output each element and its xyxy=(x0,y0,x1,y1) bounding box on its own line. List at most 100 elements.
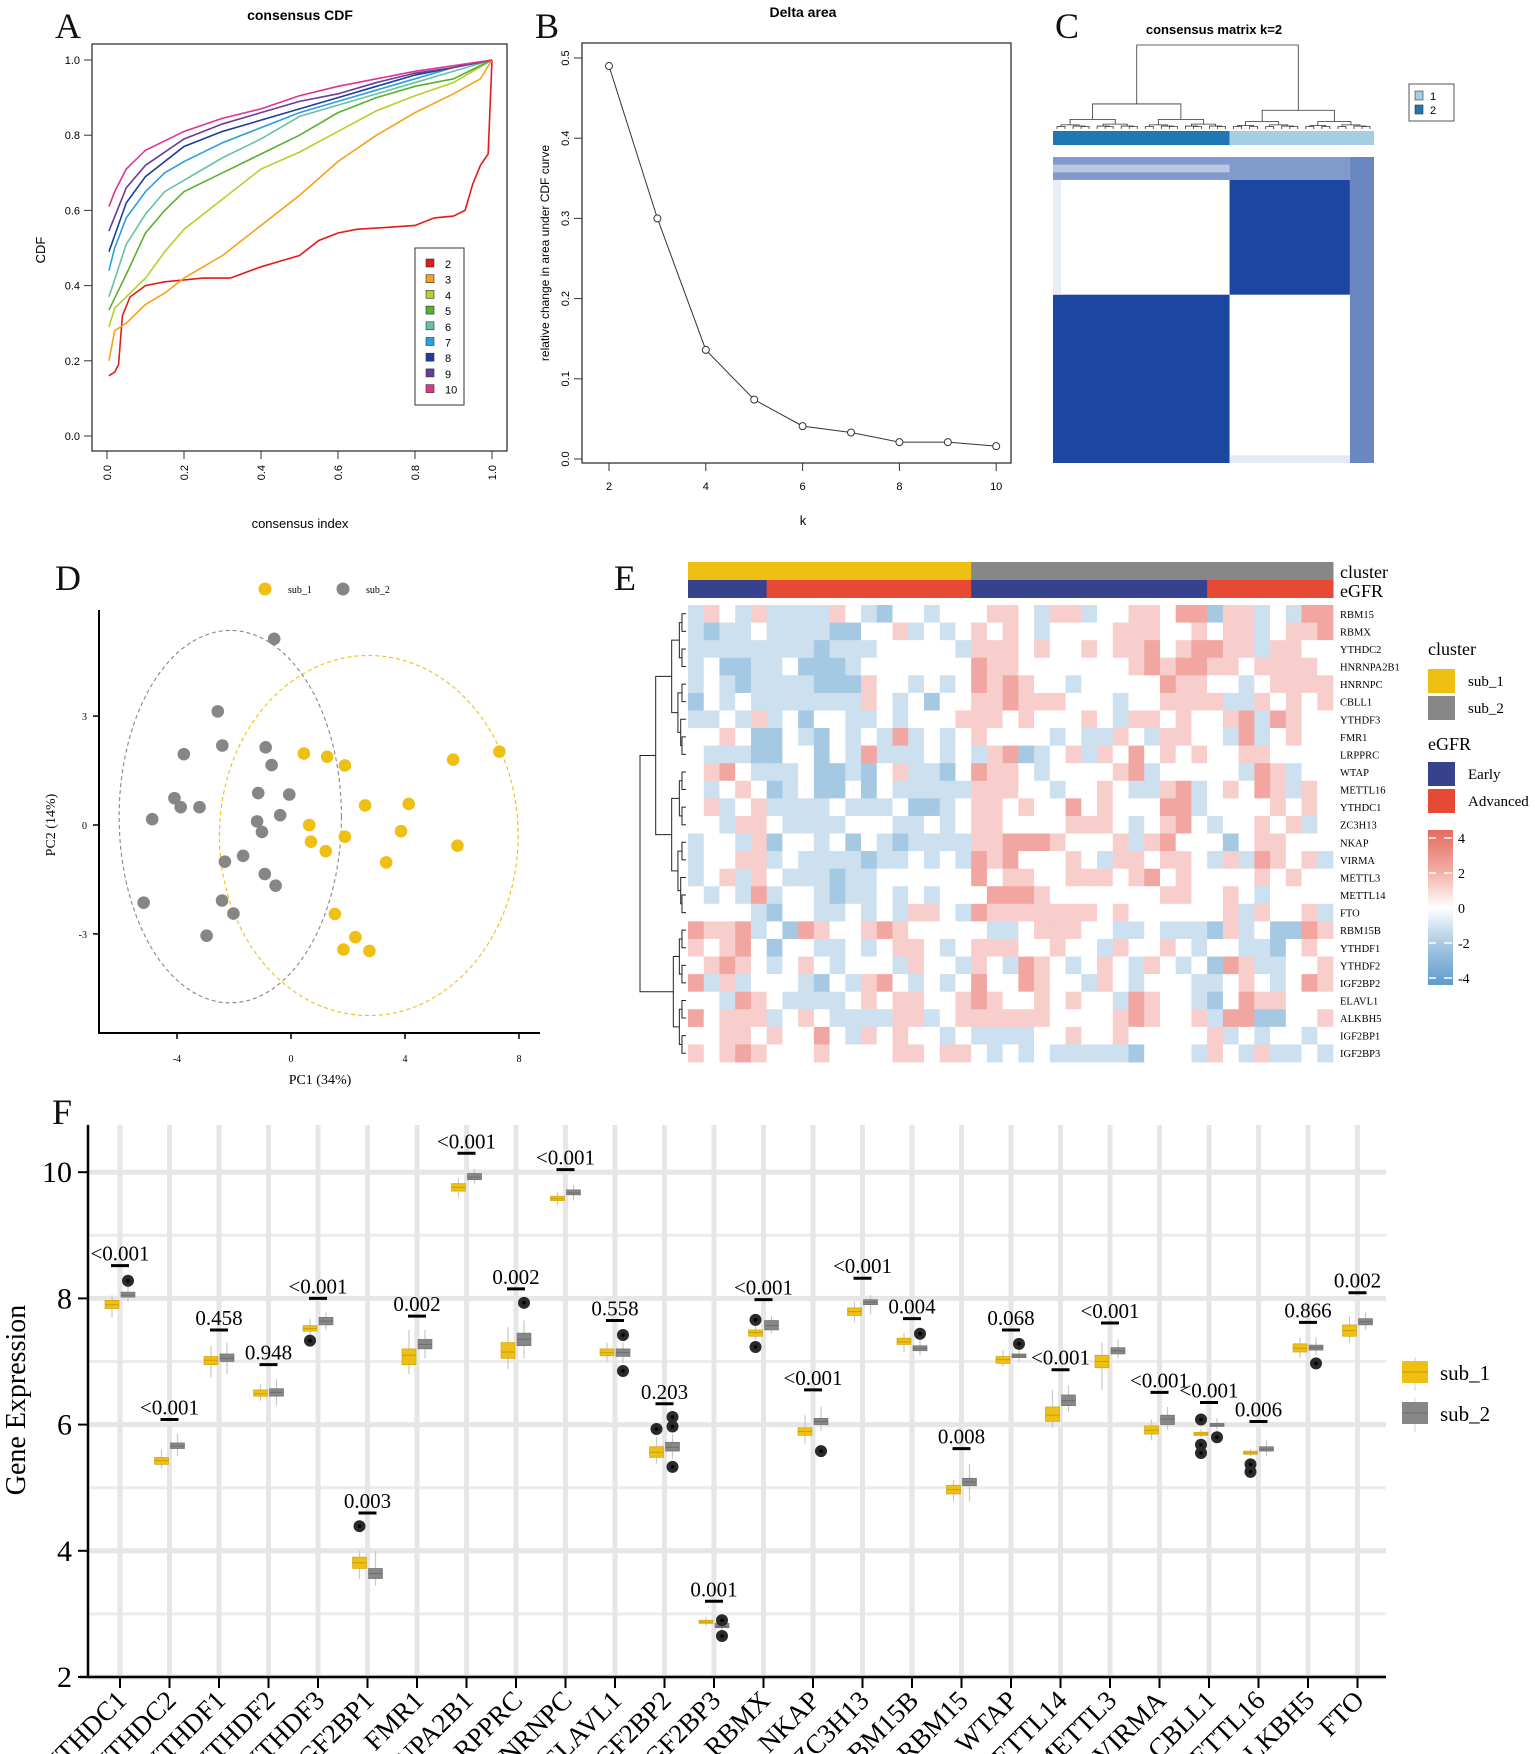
legend-swatch xyxy=(425,274,435,284)
heatmap-cell xyxy=(1159,692,1177,711)
dendrogram-branch xyxy=(1128,126,1138,129)
row-label: ELAVL1 xyxy=(1340,996,1378,1007)
heatmap-cell xyxy=(1285,1026,1302,1045)
heatmap-cell xyxy=(766,851,783,870)
sub_1-point xyxy=(337,943,350,956)
heatmap-cell xyxy=(829,991,846,1010)
heatmap-cell xyxy=(955,605,972,623)
heatmap-cell xyxy=(813,938,830,957)
heatmap-cell xyxy=(1238,921,1255,940)
heatmap-cell xyxy=(1002,622,1019,641)
heatmap-cell xyxy=(750,833,768,852)
heatmap-cell xyxy=(703,710,720,729)
heatmap-cell xyxy=(719,640,736,659)
heatmap-cell xyxy=(971,745,988,764)
legend-label: 7 xyxy=(445,338,451,350)
heatmap-cell xyxy=(1207,622,1224,641)
heatmap-cell xyxy=(766,692,783,711)
heatmap-cell xyxy=(1112,657,1129,676)
heatmap-cell xyxy=(1128,886,1145,905)
heatmap-cell xyxy=(1065,763,1082,782)
outlier-center xyxy=(819,1449,823,1453)
outlier-center xyxy=(753,1318,758,1322)
outlier-center xyxy=(1199,1417,1203,1422)
heatmap-cell xyxy=(1175,728,1192,747)
heatmap-cell xyxy=(1285,745,1302,764)
heatmap-cell xyxy=(703,622,720,641)
heatmap-cell xyxy=(1207,657,1224,676)
heatmap-cell xyxy=(1065,798,1082,817)
x-tick-label: 0.8 xyxy=(410,465,422,480)
heatmap-cell xyxy=(1034,851,1051,870)
heatmap-cell xyxy=(1049,640,1066,659)
heatmap-cell xyxy=(813,974,830,993)
heatmap-cell xyxy=(1175,710,1192,729)
heatmap-cell xyxy=(1049,657,1066,676)
heatmap-cell xyxy=(1159,851,1177,870)
heatmap-cell xyxy=(1301,780,1318,799)
heatmap-cell xyxy=(861,622,878,641)
heatmap-cell xyxy=(1097,974,1114,993)
heatmap-cell xyxy=(1144,1044,1161,1063)
heatmap-cell xyxy=(1222,956,1240,975)
heatmap-cell xyxy=(923,921,941,940)
heatmap-cell xyxy=(1175,868,1192,887)
heatmap-cell xyxy=(735,710,752,729)
heatmap-cell xyxy=(986,991,1004,1010)
heatmap-cell xyxy=(1159,956,1177,975)
sub2-box xyxy=(120,1291,136,1298)
heatmap-cell xyxy=(719,605,736,623)
heatmap-cell xyxy=(1065,886,1082,905)
heatmap-cell xyxy=(1128,640,1145,659)
heatmap-cell xyxy=(1175,692,1192,711)
x-axis-label: consensus index xyxy=(252,516,349,531)
heatmap-cell xyxy=(1097,868,1114,887)
heatmap-cell xyxy=(688,903,705,922)
heatmap-cell xyxy=(813,1009,830,1028)
heatmap-cell xyxy=(1285,675,1302,694)
heatmap-cell xyxy=(750,1026,768,1045)
heatmap-cell xyxy=(1081,657,1098,676)
heatmap-cell xyxy=(1207,710,1224,729)
heatmap-cell xyxy=(1238,710,1255,729)
heatmap-cell xyxy=(1317,974,1334,993)
heatmap-cell xyxy=(1112,675,1129,694)
heatmap-cell xyxy=(1159,622,1177,641)
heatmap-cell xyxy=(1065,833,1082,852)
heatmap-cell xyxy=(1270,1044,1287,1063)
heatmap-cell xyxy=(766,728,783,747)
heatmap-cell xyxy=(971,657,988,676)
sub_2-point xyxy=(259,741,272,754)
sub_2-point xyxy=(267,632,281,646)
legend-label: sub_2 xyxy=(366,585,390,596)
heatmap-cell xyxy=(798,710,815,729)
heatmap-cell xyxy=(1317,763,1334,782)
heatmap-cell xyxy=(1222,833,1240,852)
heatmap-cell xyxy=(1049,956,1066,975)
sub_1-point xyxy=(446,753,460,766)
heatmap-cell xyxy=(1144,1026,1161,1045)
matrix-block xyxy=(1229,455,1350,463)
heatmap-cell xyxy=(986,657,1004,676)
p-value-label: <0.001 xyxy=(1130,1368,1189,1392)
heatmap-cell xyxy=(1270,1026,1287,1045)
heatmap-cell xyxy=(1018,991,1035,1010)
heatmap-cell xyxy=(766,640,783,659)
heatmap-cell xyxy=(845,868,862,887)
heatmap-cell xyxy=(766,657,783,676)
heatmap-cell xyxy=(1049,851,1066,870)
row-label: HNRNPA2B1 xyxy=(1340,663,1400,674)
heatmap-cell xyxy=(1018,657,1035,676)
heatmap-cell xyxy=(703,1044,720,1063)
sub_2-point xyxy=(265,758,278,772)
heatmap-cell xyxy=(908,622,925,641)
row-label: ALKBH5 xyxy=(1340,1014,1381,1025)
sub1-box xyxy=(500,1342,516,1359)
heatmap-cell xyxy=(1175,798,1192,817)
heatmap-cell xyxy=(798,1044,815,1063)
heatmap-cell xyxy=(688,692,705,711)
heatmap-cell xyxy=(1002,868,1019,887)
heatmap-cell xyxy=(1317,692,1334,711)
heatmap-cell xyxy=(735,886,752,905)
heatmap-cell xyxy=(1034,640,1051,659)
